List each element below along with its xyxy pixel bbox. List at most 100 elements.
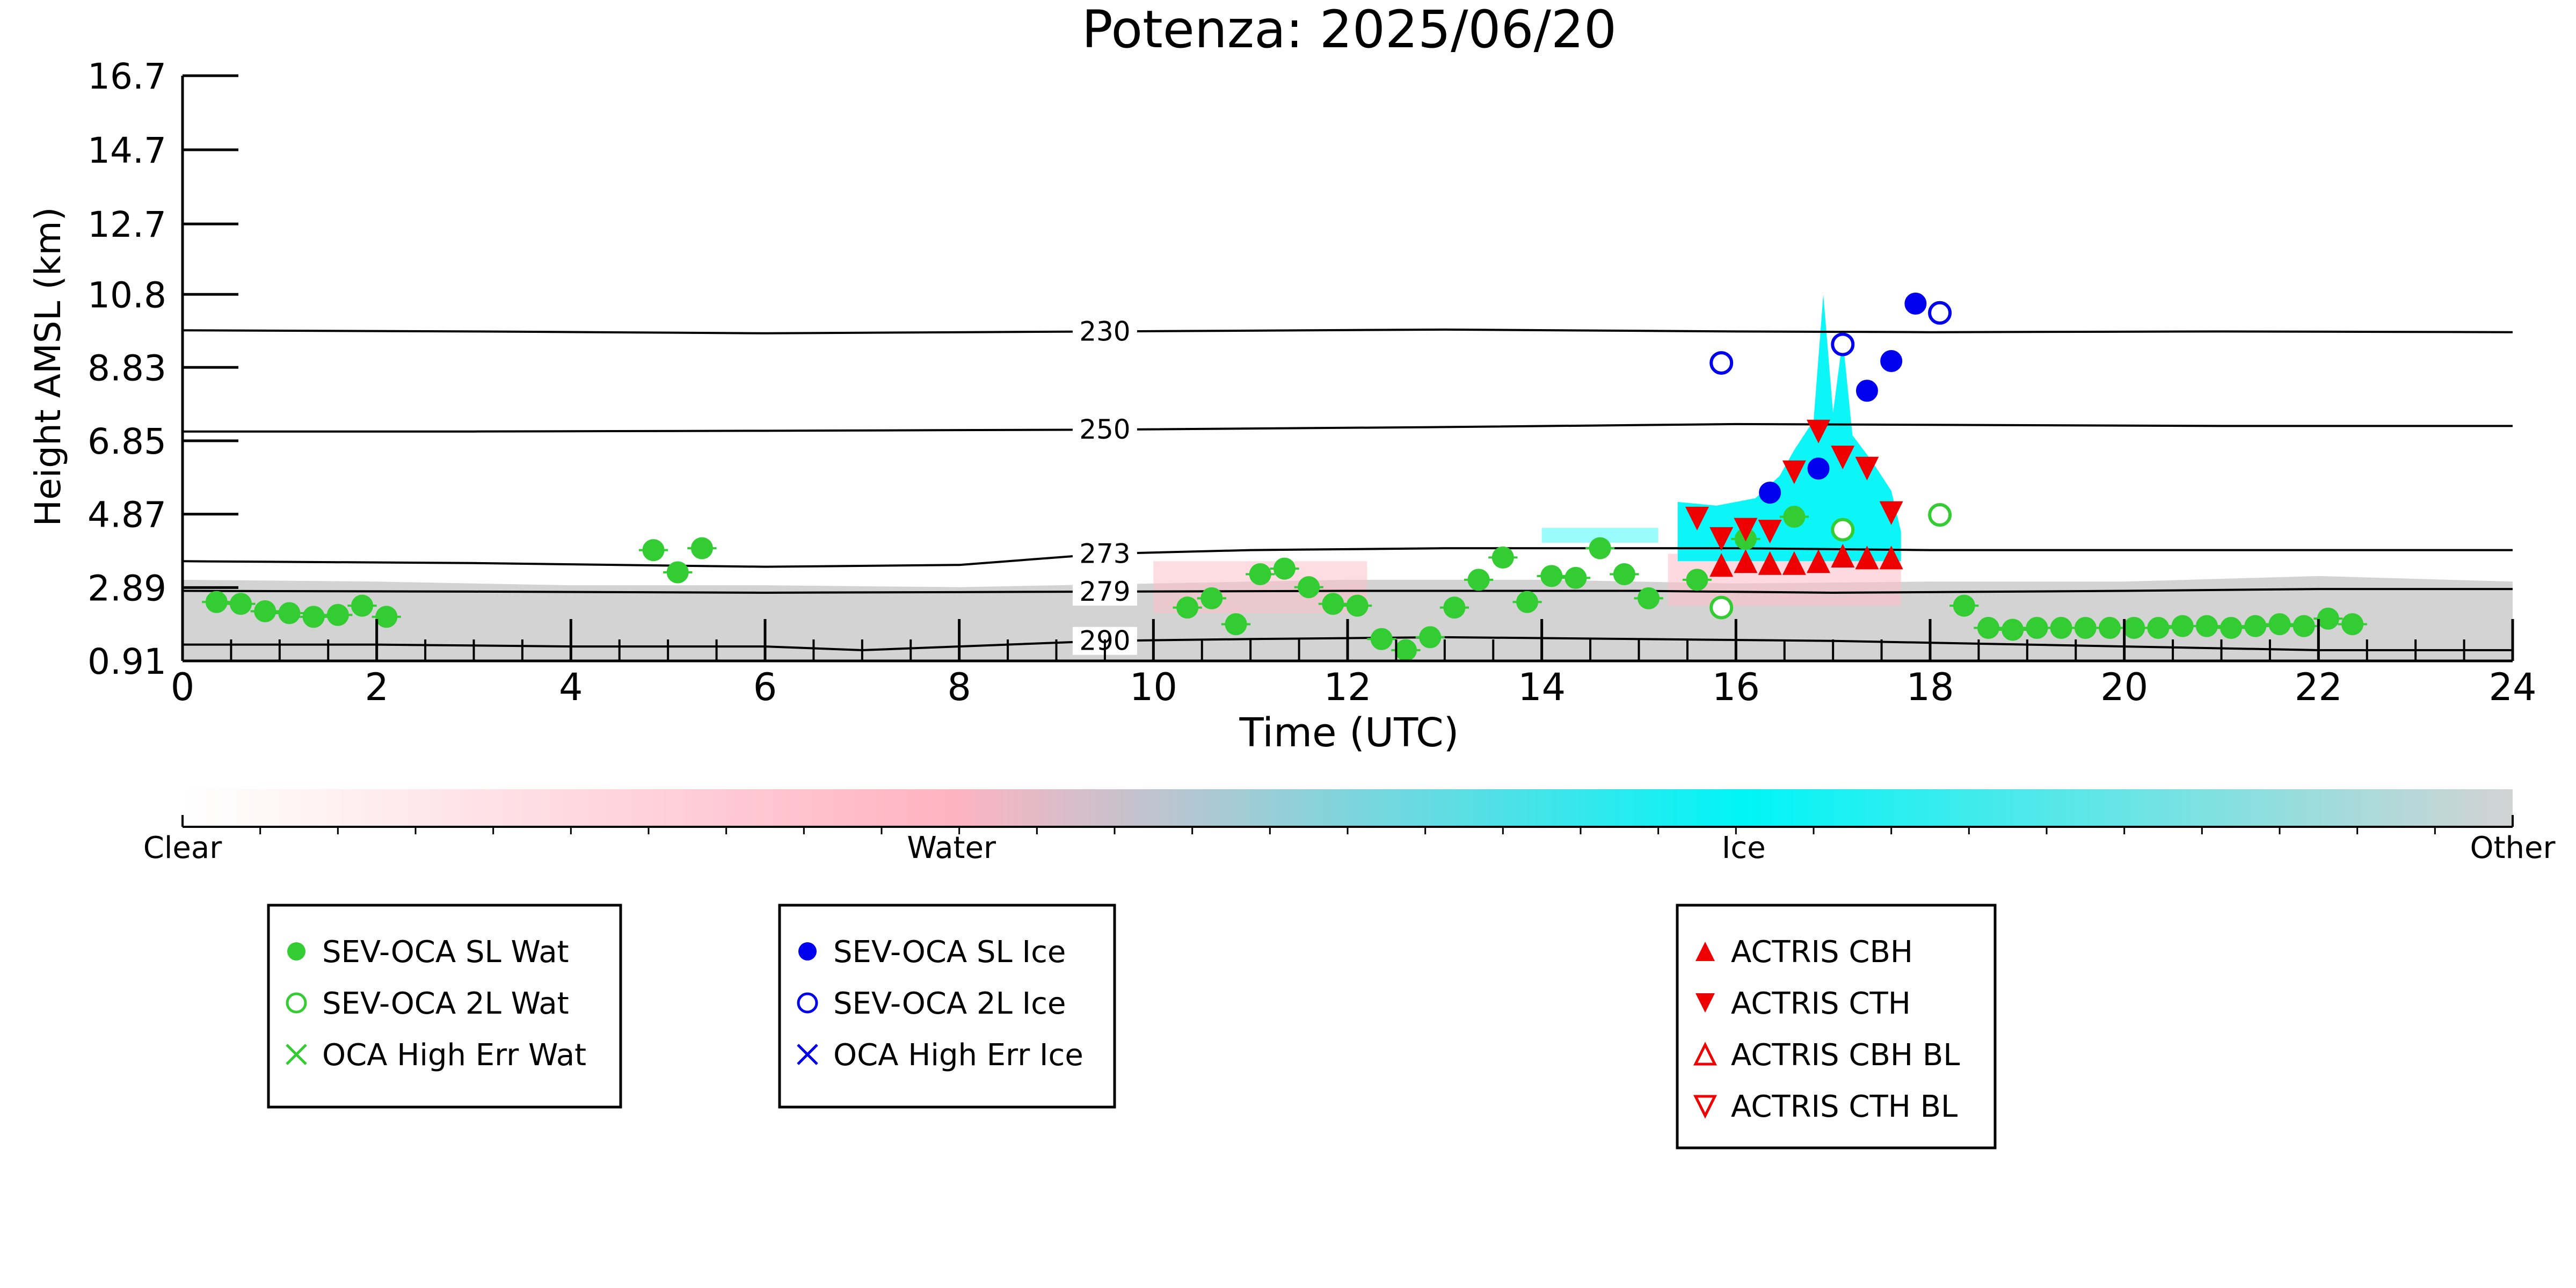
- data-point: [642, 539, 665, 562]
- y-axis-label: Height AMSL (km): [27, 207, 69, 527]
- data-point: [1758, 520, 1782, 544]
- data-point: [1176, 596, 1199, 619]
- x-tick-label: 16: [1712, 665, 1760, 709]
- legend-0: SEV-OCA SL Wat SEV-OCA 2L Wat OCA High Err…: [267, 904, 622, 1109]
- data-point: [2050, 617, 2072, 639]
- colorbar-label: Water: [907, 831, 996, 865]
- data-point: [1928, 301, 1952, 325]
- chart-title: Potenza: 2025/06/20: [1082, 0, 1617, 60]
- isotherm-279: [182, 588, 2513, 594]
- x-tick-label: 12: [1323, 665, 1371, 709]
- data-point: [1807, 419, 1831, 443]
- data-point: [1782, 551, 1806, 575]
- legend-label: OCA High Err Wat: [322, 1038, 586, 1073]
- legend-2: ACTRIS CBH ACTRIS CTH ACTRIS CBH BL ACTRIS …: [1676, 904, 1997, 1149]
- data-point: [2341, 613, 2364, 636]
- x-tick-label: 22: [2295, 665, 2342, 709]
- colorbar: Clear Water Ice Other: [143, 789, 2556, 865]
- x-tick-label: 18: [1906, 665, 1954, 709]
- data-point: [1855, 456, 1879, 481]
- isotherm-label: 230: [1079, 316, 1130, 347]
- data-point: [1831, 543, 1855, 567]
- data-point: [2147, 617, 2170, 639]
- data-point: [1200, 587, 1223, 609]
- legend-label: ACTRIS CBH: [1731, 935, 1913, 970]
- legend-box: [778, 904, 1116, 1109]
- data-point: [1709, 527, 1734, 551]
- data-point: [2244, 615, 2267, 637]
- data-point: [1540, 565, 1563, 587]
- x-axis-label: Time (UTC): [1239, 710, 1459, 756]
- legend-label: SEV-OCA SL Ice: [833, 935, 1066, 970]
- legend-marker: [287, 942, 305, 960]
- x-tick-label: 20: [2100, 665, 2148, 709]
- colorbar-fill: [183, 789, 2513, 827]
- data-point: [1467, 569, 1490, 591]
- legend-box: [267, 904, 622, 1109]
- legend-label: ACTRIS CTH BL: [1731, 1089, 1958, 1124]
- data-point: [1564, 566, 1587, 589]
- data-point: [1370, 628, 1393, 650]
- y-tick-label: 16.7: [88, 56, 166, 97]
- legend-label: SEV-OCA SL Wat: [322, 935, 569, 970]
- legend-label: OCA High Err Ice: [833, 1038, 1083, 1073]
- y-tick-label: 2.89: [88, 567, 166, 609]
- data-point: [1249, 563, 1271, 585]
- data-point: [2002, 618, 2024, 641]
- data-point: [230, 593, 252, 615]
- y-tick-label: 10.8: [88, 274, 166, 316]
- x-tick-label: 2: [365, 665, 389, 709]
- data-point: [302, 606, 325, 628]
- data-point: [1807, 549, 1831, 573]
- data-point: [666, 561, 689, 584]
- x-tick-label: 6: [753, 665, 777, 709]
- isotherm-250: [183, 423, 2513, 433]
- isotherm-label-bg: [1072, 577, 1137, 606]
- legend-marker: [286, 992, 307, 1014]
- data-point: [1953, 594, 1975, 617]
- data-point: [1225, 613, 1247, 636]
- x-tick-label: 24: [2488, 665, 2536, 709]
- data-point: [1831, 446, 1855, 470]
- data-point: [2074, 617, 2097, 639]
- data-point: [1443, 596, 1466, 619]
- legend-label: SEV-OCA 2L Ice: [833, 986, 1066, 1021]
- x-tick-label: 8: [947, 665, 971, 709]
- y-tick-label: 0.91: [88, 641, 166, 682]
- data-point: [1904, 293, 1927, 315]
- data-point: [254, 600, 276, 622]
- data-point: [1879, 545, 1903, 570]
- data-point: [1758, 551, 1782, 575]
- data-point: [1298, 576, 1320, 599]
- data-point: [1879, 501, 1903, 525]
- x-tick-label: 14: [1518, 665, 1566, 709]
- data-point: [1807, 457, 1830, 480]
- legend-marker: [286, 1044, 307, 1065]
- legend-marker: [797, 992, 818, 1014]
- data-point: [2171, 615, 2194, 637]
- legend-marker: [797, 1044, 818, 1065]
- data-point: [2293, 615, 2315, 637]
- legend-marker: [1693, 1095, 1718, 1119]
- data-point: [1516, 591, 1539, 613]
- data-point: [1273, 557, 1296, 580]
- legend-marker: [1695, 993, 1715, 1013]
- legend-label: ACTRIS CBH BL: [1731, 1038, 1960, 1073]
- legend-label: ACTRIS CTH: [1731, 986, 1911, 1021]
- legend-marker: [1693, 1042, 1718, 1066]
- legend-marker: [798, 942, 817, 960]
- y-tick-label: 4.87: [88, 494, 166, 536]
- legend-1: SEV-OCA SL Ice SEV-OCA 2L Ice OCA High Err…: [778, 904, 1116, 1109]
- data-point: [2317, 607, 2339, 630]
- data-point: [1831, 332, 1855, 356]
- data-point: [278, 602, 301, 624]
- data-point: [1880, 350, 1903, 373]
- data-point: [2220, 617, 2243, 639]
- data-point: [326, 603, 349, 626]
- y-tick-label: 14.7: [88, 130, 166, 171]
- x-tick-label: 4: [559, 665, 583, 709]
- data-point: [1928, 503, 1952, 527]
- data-point: [1685, 506, 1709, 530]
- data-point: [2195, 615, 2218, 637]
